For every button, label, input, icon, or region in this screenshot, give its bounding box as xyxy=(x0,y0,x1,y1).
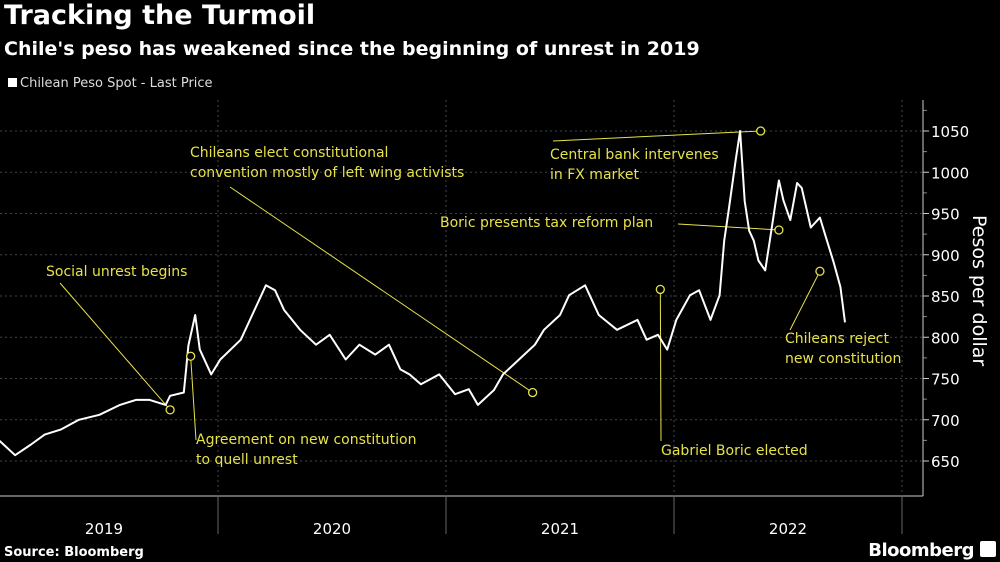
source-note: Source: Bloomberg xyxy=(4,545,144,560)
x-tick-label: 2021 xyxy=(541,520,579,538)
bloomberg-chart-icon xyxy=(980,541,996,557)
y-tick-label: 900 xyxy=(931,247,960,265)
legend-swatch xyxy=(8,78,17,87)
annotation-tax-reform: Boric presents tax reform plan xyxy=(440,215,654,231)
y-tick-label: 950 xyxy=(931,206,960,224)
annotation-leader-line xyxy=(552,130,761,142)
chart-title: Tracking the Turmoil xyxy=(4,0,316,31)
legend-label: Chilean Peso Spot - Last Price xyxy=(20,76,213,91)
annotation-marker xyxy=(185,351,196,361)
x-tick-label: 2022 xyxy=(769,520,807,538)
annotation-central-bank: Central bank intervenes in FX market xyxy=(550,147,719,183)
annotation-leader-line xyxy=(229,186,533,393)
bloomberg-logo: Bloomberg xyxy=(868,540,974,561)
annotation-marker xyxy=(755,126,766,136)
annotation-marker xyxy=(655,284,665,295)
annotation-marker xyxy=(527,387,538,398)
annotation-convention: Chileans elect constitutional convention… xyxy=(190,145,465,181)
chart-subtitle: Chile's peso has weakened since the begi… xyxy=(4,38,700,60)
annotation-agreement: Agreement on new constitution to quell u… xyxy=(196,432,417,468)
annotation-marker xyxy=(815,266,825,276)
y-tick-label: 700 xyxy=(931,412,960,430)
annotation-leader-line xyxy=(59,282,171,411)
y-tick-label: 750 xyxy=(931,371,960,389)
annotation-leader-line xyxy=(789,271,821,331)
x-tick-label: 2020 xyxy=(313,520,351,538)
annotation-boric-elected: Gabriel Boric elected xyxy=(661,443,808,459)
annotation-marker xyxy=(774,225,784,235)
y-tick-label: 800 xyxy=(931,329,960,347)
annotation-leader-line xyxy=(677,223,779,231)
annotation-leader-line xyxy=(190,356,197,441)
legend: Chilean Peso Spot - Last Price xyxy=(8,76,213,91)
series-line-chilean-peso xyxy=(0,130,846,457)
annotation-social-unrest: Social unrest begins xyxy=(46,264,188,280)
y-tick-label: 650 xyxy=(931,453,960,471)
annotation-marker xyxy=(165,405,175,415)
x-tick-label: 2019 xyxy=(85,520,123,538)
y-tick-label: 1050 xyxy=(931,123,969,141)
annotation-leader-line xyxy=(659,289,662,442)
annotation-reject: Chileans reject new constitution xyxy=(785,331,902,367)
y-axis-label: Pesos per dollar xyxy=(968,215,990,367)
y-tick-label: 1000 xyxy=(931,164,969,182)
y-tick-label: 850 xyxy=(931,288,960,306)
